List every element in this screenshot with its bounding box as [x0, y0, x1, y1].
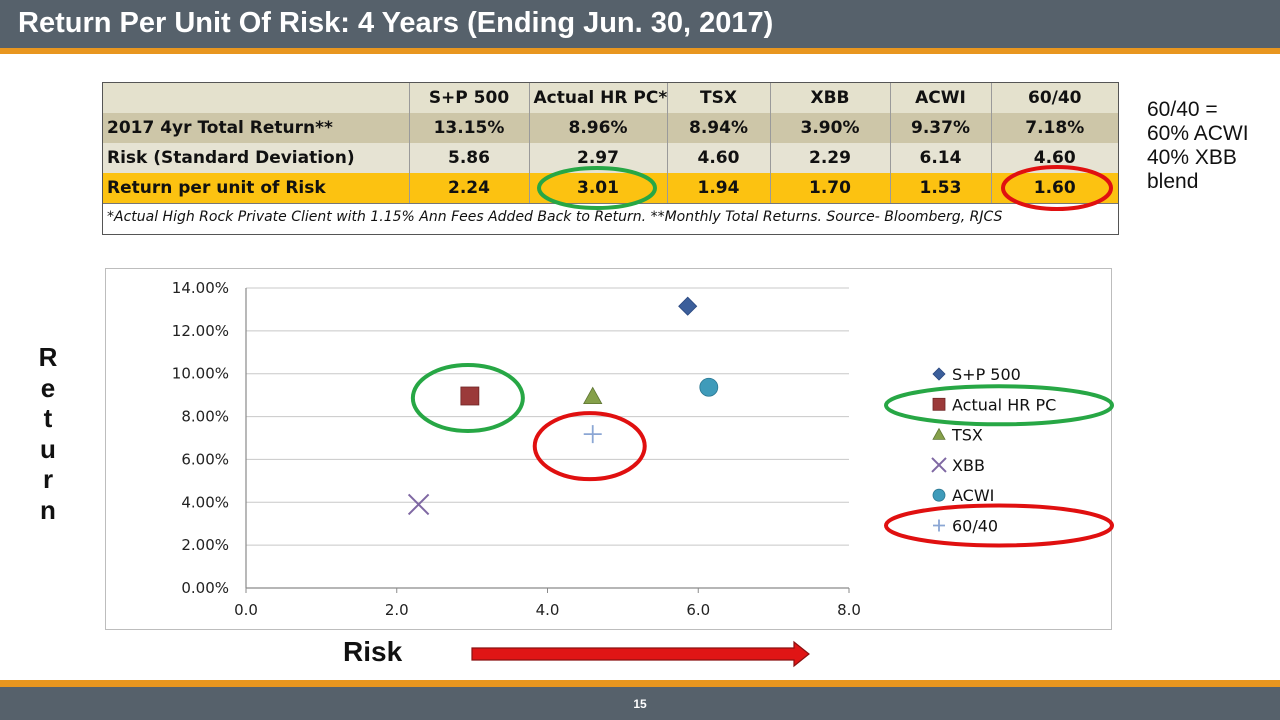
y-axis-title-letter: r: [42, 464, 54, 494]
table-cell: 4.60: [991, 143, 1118, 173]
blend-note: 60/40 = 60% ACWI 40% XBB blend: [1147, 98, 1277, 194]
table-cell: 1.70: [770, 173, 891, 203]
blend-note-line: blend: [1147, 170, 1199, 193]
y-axis-title-letter: R: [38, 342, 58, 372]
row-label: Risk (Standard Deviation): [103, 143, 410, 173]
table-cell: 8.96%: [529, 113, 668, 143]
table-cell: 3.01: [529, 173, 668, 203]
title-accent-rule: [0, 48, 1280, 54]
table-cell: 9.37%: [890, 113, 992, 143]
column-header: Actual HR PC*: [529, 83, 668, 113]
table-cell: 3.90%: [770, 113, 891, 143]
slide-title: Return Per Unit Of Risk: 4 Years (Ending…: [18, 7, 774, 39]
table-row: Return per unit of Risk 2.24 3.01 1.94 1…: [103, 173, 1118, 203]
row-label: Return per unit of Risk: [103, 173, 410, 203]
blend-note-line: 40% XBB: [1147, 146, 1237, 169]
footer-bar: [0, 687, 1280, 720]
table-cell: 1.60: [991, 173, 1118, 203]
table-cell: 2.29: [770, 143, 891, 173]
row-label: 2017 4yr Total Return**: [103, 113, 410, 143]
table-cell: 13.15%: [409, 113, 530, 143]
blend-note-line: 60% ACWI: [1147, 122, 1249, 145]
chart-frame: [105, 268, 1112, 630]
table-cell: 8.94%: [667, 113, 771, 143]
table-corner-cell: [103, 83, 410, 113]
y-axis-title-letter: t: [43, 403, 53, 433]
page-number: 15: [633, 697, 647, 711]
column-header: 60/40: [991, 83, 1118, 113]
table-cell: 2.97: [529, 143, 668, 173]
table-cell: 1.94: [667, 173, 771, 203]
table-cell: 4.60: [667, 143, 771, 173]
table-footnote: *Actual High Rock Private Client with 1.…: [103, 203, 1118, 231]
risk-return-table: S+P 500 Actual HR PC* TSX XBB ACWI 60/40…: [102, 82, 1119, 235]
x-axis-title: Risk: [343, 636, 403, 667]
table-cell: 7.18%: [991, 113, 1118, 143]
table-cell: 2.24: [409, 173, 530, 203]
y-axis-title-letter: n: [40, 494, 56, 525]
table-cell: 6.14: [890, 143, 992, 173]
table-row: Risk (Standard Deviation) 5.86 2.97 4.60…: [103, 143, 1118, 173]
blend-note-line: 60/40 =: [1147, 98, 1218, 121]
title-bar: Return Per Unit Of Risk: 4 Years (Ending…: [0, 0, 1280, 48]
column-header: TSX: [667, 83, 771, 113]
column-header: XBB: [770, 83, 891, 113]
y-axis-title: R e t u r n: [36, 342, 60, 525]
y-axis-title-letter: e: [40, 372, 56, 403]
y-axis-title-letter: u: [40, 433, 56, 464]
column-header: ACWI: [890, 83, 992, 113]
table-header-row: S+P 500 Actual HR PC* TSX XBB ACWI 60/40: [103, 83, 1118, 113]
footer-accent-rule: [0, 680, 1280, 687]
table-cell: 5.86: [409, 143, 530, 173]
column-header: S+P 500: [409, 83, 530, 113]
table-cell: 1.53: [890, 173, 992, 203]
right-arrow-icon: [471, 640, 810, 668]
table-row: 2017 4yr Total Return** 13.15% 8.96% 8.9…: [103, 113, 1118, 143]
